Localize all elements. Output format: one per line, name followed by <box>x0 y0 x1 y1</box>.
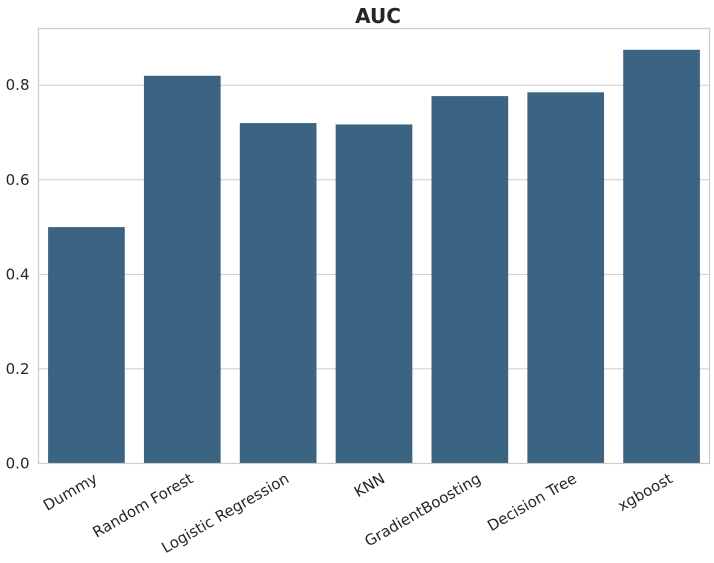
bar <box>335 124 413 464</box>
bar <box>527 92 605 464</box>
bar <box>431 96 509 464</box>
y-tick-label: 0.4 <box>6 265 30 283</box>
bar <box>143 75 221 464</box>
y-tick-label: 0.0 <box>6 455 30 473</box>
x-tick-label: Dummy <box>40 469 100 514</box>
plot-frame <box>37 27 711 465</box>
x-tick-label: KNN <box>351 469 388 501</box>
bars <box>48 49 700 464</box>
y-tick-label: 0.2 <box>6 360 30 378</box>
chart-title: AUC <box>355 4 401 28</box>
x-tick-label: xgboost <box>615 469 676 515</box>
bar <box>239 123 317 464</box>
bar <box>48 227 125 464</box>
y-tick-label: 0.8 <box>6 76 30 94</box>
x-tick-label: Decision Tree <box>484 469 580 535</box>
y-tick-labels: 0.0 0.2 0.4 0.6 0.8 <box>6 76 30 472</box>
y-tick-label: 0.6 <box>6 171 30 189</box>
bar <box>623 49 700 464</box>
